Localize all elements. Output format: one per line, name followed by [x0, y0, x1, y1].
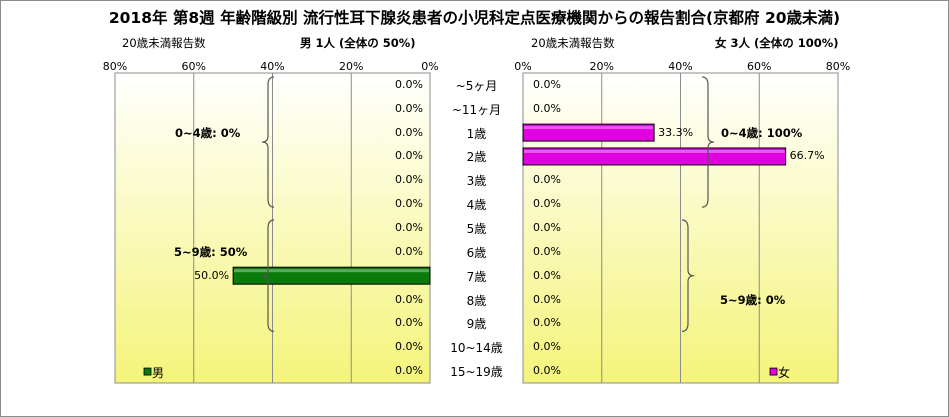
female-value-label: 0.0% — [533, 173, 561, 187]
male-value-label: 0.0% — [395, 125, 423, 139]
female-group-0-4-label: 0~4歳: 100% — [721, 125, 803, 140]
male-value-label: 0.0% — [395, 244, 423, 258]
male-legend-label: 男 — [152, 366, 165, 381]
female-value-label: 0.0% — [533, 244, 561, 258]
male-value-label: 0.0% — [395, 316, 423, 330]
female-value-label: 0.0% — [533, 316, 561, 330]
female-x-tick-label: 0% — [514, 60, 532, 73]
female-x-tick-label: 40% — [668, 60, 693, 73]
female-bar-highlight — [524, 149, 785, 153]
age-category-label: 9歳 — [466, 317, 487, 332]
female-value-label: 0.0% — [533, 101, 561, 115]
male-bar-highlight — [234, 269, 429, 273]
female-bar — [522, 147, 787, 166]
male-brace-5-9 — [261, 219, 275, 332]
age-category-label: 3歳 — [466, 174, 487, 189]
male-group-0-4-label: 0~4歳: 0% — [175, 125, 241, 140]
left-subtitle-count: 20歳未満報告数 — [122, 36, 206, 50]
female-legend-label: 女 — [778, 366, 791, 381]
age-category-label: 10~14歳 — [450, 341, 503, 356]
age-category-label: 7歳 — [466, 269, 487, 284]
male-x-tick-label: 80% — [102, 60, 128, 73]
right-subtitle-count: 20歳未満報告数 — [531, 36, 615, 50]
male-x-tick-label: 60% — [181, 60, 206, 73]
female-value-label: 0.0% — [533, 364, 561, 378]
female-x-tick-label: 80% — [825, 60, 851, 73]
age-category-label: 4歳 — [466, 198, 487, 213]
female-value-label: 0.0% — [533, 77, 561, 91]
male-bar — [232, 266, 431, 285]
male-value-label: 0.0% — [395, 173, 423, 187]
female-value-label: 0.0% — [533, 221, 561, 234]
male-x-tick-label: 20% — [339, 60, 364, 73]
age-category-label: ~5ヶ月 — [455, 78, 498, 93]
age-category-label: 8歳 — [466, 293, 487, 308]
male-value-label: 0.0% — [395, 101, 423, 115]
female-x-tick-label: 20% — [589, 60, 614, 73]
female-group-5-9-label: 5~9歳: 0% — [720, 292, 786, 307]
male-value-label: 0.0% — [395, 221, 423, 234]
female-legend-swatch — [769, 367, 778, 376]
male-value-label: 0.0% — [395, 197, 423, 211]
age-category-label: 1歳 — [466, 126, 487, 141]
male-x-tick-label: 40% — [260, 60, 285, 73]
male-value-label: 0.0% — [395, 149, 423, 163]
age-category-label: 5歳 — [466, 222, 487, 236]
male-x-tick-label: 0% — [421, 60, 439, 73]
male-value-label: 0.0% — [395, 340, 423, 354]
female-brace-0-4 — [701, 76, 715, 208]
male-value-label: 0.0% — [395, 364, 423, 378]
female-bar-highlight — [524, 126, 654, 130]
female-bar — [522, 123, 655, 142]
age-category-label: 15~19歳 — [450, 365, 503, 380]
age-category-label: 2歳 — [466, 150, 487, 165]
male-group-5-9-label: 5~9歳: 50% — [174, 244, 248, 259]
female-value-label: 0.0% — [533, 292, 561, 306]
male-value-label: 50.0% — [194, 268, 230, 282]
age-category-label: ~11ヶ月 — [451, 102, 502, 117]
male-legend-swatch — [143, 367, 152, 376]
age-category-label: 6歳 — [466, 245, 487, 260]
female-value-label: 0.0% — [533, 340, 561, 354]
male-value-label: 0.0% — [395, 77, 423, 91]
female-value-label: 33.3% — [658, 125, 694, 139]
female-value-label: 0.0% — [533, 268, 561, 282]
chart-title: 2018年 第8週 年齢階級別 流行性耳下腺炎患者の小児科定点医療機関からの報告… — [108, 9, 841, 27]
right-subtitle-female: 女 3人 (全体の 100%) — [715, 36, 839, 50]
female-value-label: 66.7% — [789, 149, 825, 163]
left-subtitle-male: 男 1人 (全体の 50%) — [300, 36, 416, 50]
male-brace-0-4 — [261, 76, 275, 208]
female-value-label: 0.0% — [533, 197, 561, 211]
male-value-label: 0.0% — [395, 292, 423, 306]
female-brace-5-9 — [681, 219, 695, 332]
female-x-tick-label: 60% — [747, 60, 772, 73]
